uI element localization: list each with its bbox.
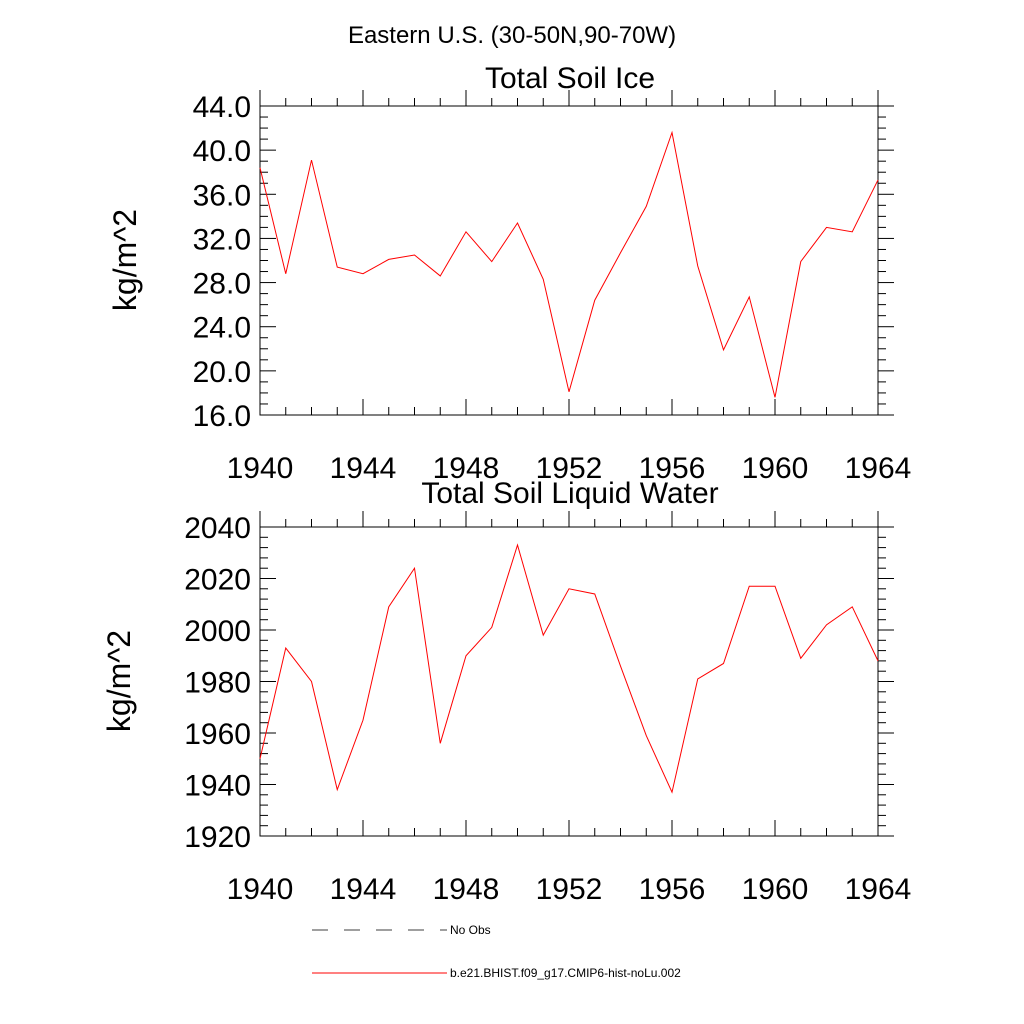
panel-title: Total Soil Liquid Water (421, 477, 718, 510)
y-axis-label: kg/m^2 (101, 630, 137, 732)
legend-label: No Obs (450, 923, 491, 937)
panel-total-soil-liquid-water: Total Soil Liquid Water kg/m^2 1940 1944 1… (101, 477, 911, 906)
legend-entry-model: b.e21.BHIST.f09_g17.CMIP6-hist-noLu.002 (312, 966, 681, 980)
axis-ticks (259, 90, 894, 416)
y-tick-label: 1960 (184, 718, 251, 751)
y-tick-label: 40.0 (193, 135, 251, 168)
tick-labels: 1940 1944 1948 1952 1956 1960 1964 1920 1940 1960… (184, 512, 911, 906)
x-tick-label: 1952 (536, 452, 603, 485)
x-tick-label: 1956 (639, 452, 706, 485)
y-tick-label: 44.0 (193, 91, 251, 124)
panel-title: Total Soil Ice (485, 62, 655, 95)
legend-label: b.e21.BHIST.f09_g17.CMIP6-hist-noLu.002 (450, 966, 681, 980)
x-tick-label: 1952 (536, 873, 603, 906)
y-tick-label: 32.0 (193, 223, 251, 256)
x-tick-label: 1940 (227, 873, 294, 906)
y-tick-label: 16.0 (193, 400, 251, 433)
x-tick-label: 1944 (330, 873, 397, 906)
panel-total-soil-ice: Total Soil Ice kg/m^2 1940 1944 1948 1952 19… (107, 62, 911, 485)
y-tick-label: 2000 (184, 615, 251, 648)
y-tick-label: 1920 (184, 821, 251, 854)
x-tick-label: 1948 (433, 452, 500, 485)
tick-labels: 1940 1944 1948 1952 1956 1960 1964 16.0 20.0 24.0… (193, 91, 912, 485)
x-tick-label: 1948 (433, 873, 500, 906)
x-tick-label: 1964 (845, 452, 912, 485)
y-tick-label: 28.0 (193, 268, 251, 301)
x-tick-label: 1960 (742, 873, 809, 906)
axis-ticks (259, 511, 894, 837)
x-tick-label: 1944 (330, 452, 397, 485)
series-layer (259, 543, 879, 794)
x-tick-label: 1960 (742, 452, 809, 485)
x-tick-label: 1956 (639, 873, 706, 906)
y-tick-label: 2040 (184, 512, 251, 545)
x-tick-label: 1964 (845, 873, 912, 906)
legend: No Obs b.e21.BHIST.f09_g17.CMIP6-hist-no… (312, 923, 681, 980)
series-line (259, 130, 879, 398)
series-layer (259, 130, 879, 398)
y-tick-label: 1980 (184, 667, 251, 700)
y-tick-label: 20.0 (193, 356, 251, 389)
y-tick-label: 24.0 (193, 312, 251, 345)
legend-entry-no-obs: No Obs (312, 923, 491, 937)
y-tick-label: 36.0 (193, 179, 251, 212)
series-line (259, 543, 879, 794)
y-axis-label: kg/m^2 (107, 209, 143, 311)
figure-title: Eastern U.S. (30-50N,90-70W) (348, 22, 676, 49)
y-tick-label: 1940 (184, 770, 251, 803)
x-tick-label: 1940 (227, 452, 294, 485)
y-tick-label: 2020 (184, 564, 251, 597)
